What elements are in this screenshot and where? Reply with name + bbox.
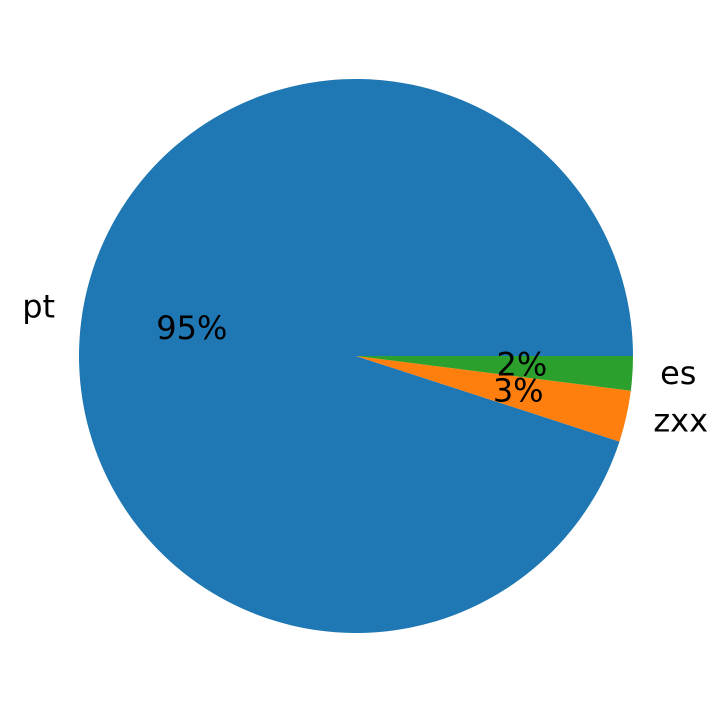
pie-slice (356, 356, 631, 442)
pie-slice (356, 356, 633, 391)
slice-label: zxx (653, 401, 708, 439)
slice-label: es (660, 354, 696, 392)
slice-label: pt (22, 287, 55, 325)
pie-slice (78, 78, 633, 633)
value-label: 95% (156, 309, 227, 347)
value-label: 2% (496, 345, 547, 383)
